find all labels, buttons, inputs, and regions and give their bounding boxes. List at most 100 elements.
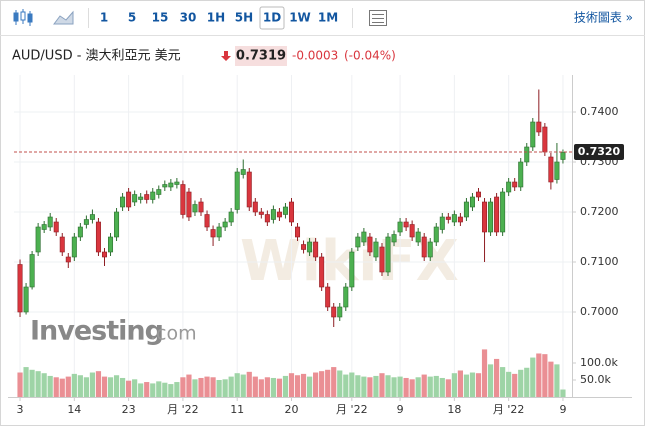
volume-bar — [126, 380, 132, 397]
volume-bar — [518, 369, 524, 397]
volume-bar — [554, 364, 560, 397]
volume-bar — [198, 377, 204, 397]
x-tick-label: 11 — [230, 403, 244, 416]
volume-bar — [343, 374, 349, 397]
volume-bar — [65, 376, 71, 397]
change: -0.0003 — [292, 49, 338, 63]
candle-body — [506, 181, 512, 193]
volume-bar — [306, 376, 313, 397]
volume-bar — [560, 389, 566, 397]
volume-bar — [493, 358, 500, 397]
volume-bar — [337, 370, 343, 397]
candle-body — [403, 221, 409, 228]
price: 0.7319 — [236, 49, 286, 64]
volume-bar — [361, 376, 367, 397]
volume-bar — [101, 376, 108, 397]
volume-bar — [409, 379, 415, 397]
interval-button[interactable]: 1D — [263, 11, 281, 25]
candle-body — [560, 152, 566, 160]
candle-body — [542, 126, 548, 153]
volume-bar — [445, 379, 451, 397]
interval-button[interactable]: 1H — [207, 11, 225, 25]
candle-body — [319, 256, 325, 288]
price-badge — [235, 46, 287, 66]
interval-button[interactable]: 1 — [100, 11, 108, 25]
interval-button[interactable]: 5H — [235, 11, 253, 25]
candle-body — [29, 254, 35, 288]
x-tick-label: 月 '22 — [336, 403, 368, 416]
candle-body — [512, 181, 518, 188]
interval-button[interactable]: 1M — [318, 11, 338, 25]
interval-button[interactable]: 1W — [289, 11, 311, 25]
candle-body — [276, 211, 282, 218]
candle-body — [144, 194, 150, 200]
active-interval-box — [259, 6, 285, 30]
volume-bar — [355, 375, 361, 397]
volume-bar — [500, 367, 506, 397]
volume-bar — [174, 382, 180, 397]
y-tick-label: 0.7100 — [580, 255, 619, 268]
candle-body — [451, 214, 457, 223]
volume-bar — [536, 353, 542, 397]
volume-bar — [132, 379, 138, 397]
candle-body — [35, 226, 41, 253]
candle-body — [17, 264, 23, 313]
technical-chart-link[interactable]: 技術圖表 » — [574, 11, 633, 25]
volume-bar — [210, 377, 216, 397]
candle-body — [53, 221, 59, 233]
interval-button[interactable]: 15 — [152, 11, 169, 25]
volume-bar — [156, 381, 162, 397]
candle-body — [180, 184, 186, 215]
y-tick-label: 0.7200 — [580, 205, 619, 218]
volume-bar — [144, 382, 150, 397]
last-price-badge — [574, 144, 624, 160]
volume-bar — [258, 379, 264, 397]
area-icon[interactable] — [53, 10, 74, 25]
candle-body — [270, 209, 276, 220]
candle-body — [355, 236, 361, 248]
candle-body — [331, 306, 337, 318]
volume-bar — [481, 349, 488, 397]
volume-bar — [506, 371, 512, 397]
candle-body — [168, 182, 174, 188]
candle-icon[interactable] — [13, 9, 33, 26]
volume-bar — [397, 376, 403, 397]
x-tick-label: 月 '22 — [493, 403, 525, 416]
candle-body — [500, 191, 506, 233]
interval-button[interactable]: 30 — [180, 11, 197, 25]
volume-bar — [319, 371, 325, 397]
candle-body — [186, 191, 192, 218]
volume-bar — [138, 383, 144, 397]
candle-body — [409, 224, 415, 238]
volume-bar — [17, 372, 23, 397]
candle-body — [463, 201, 469, 218]
candle-body — [457, 216, 463, 223]
candle-body — [65, 256, 71, 263]
volume-bar — [228, 376, 234, 397]
volume-bar — [385, 375, 391, 397]
candle-body — [488, 201, 494, 233]
volume-bar — [427, 376, 433, 397]
volume-bar — [487, 364, 494, 397]
interval-button[interactable]: 5 — [128, 11, 136, 25]
candle-body — [524, 146, 530, 163]
volume-bar — [29, 369, 35, 397]
candle-body — [23, 286, 29, 313]
plot: 3 14 23 月 '22 11 20 月 '22 9 18 月 '22 9 0.7000 0.7100… — [8, 75, 632, 416]
candle-body — [108, 236, 114, 253]
candle-body — [228, 211, 234, 223]
candle-body — [264, 214, 270, 223]
volume-bar — [180, 377, 186, 397]
volume-bar — [300, 373, 307, 397]
volume-bar — [41, 373, 47, 397]
table-icon[interactable] — [369, 10, 387, 26]
volume-bar — [216, 380, 222, 397]
logo-suffix: .com — [150, 323, 197, 345]
volume-bar — [325, 369, 331, 397]
candle-body — [282, 206, 288, 215]
candle-body — [132, 194, 138, 203]
volume-bar — [331, 367, 337, 397]
volume-bar — [276, 378, 283, 397]
candle-body — [101, 251, 107, 258]
candle-body — [337, 306, 343, 318]
